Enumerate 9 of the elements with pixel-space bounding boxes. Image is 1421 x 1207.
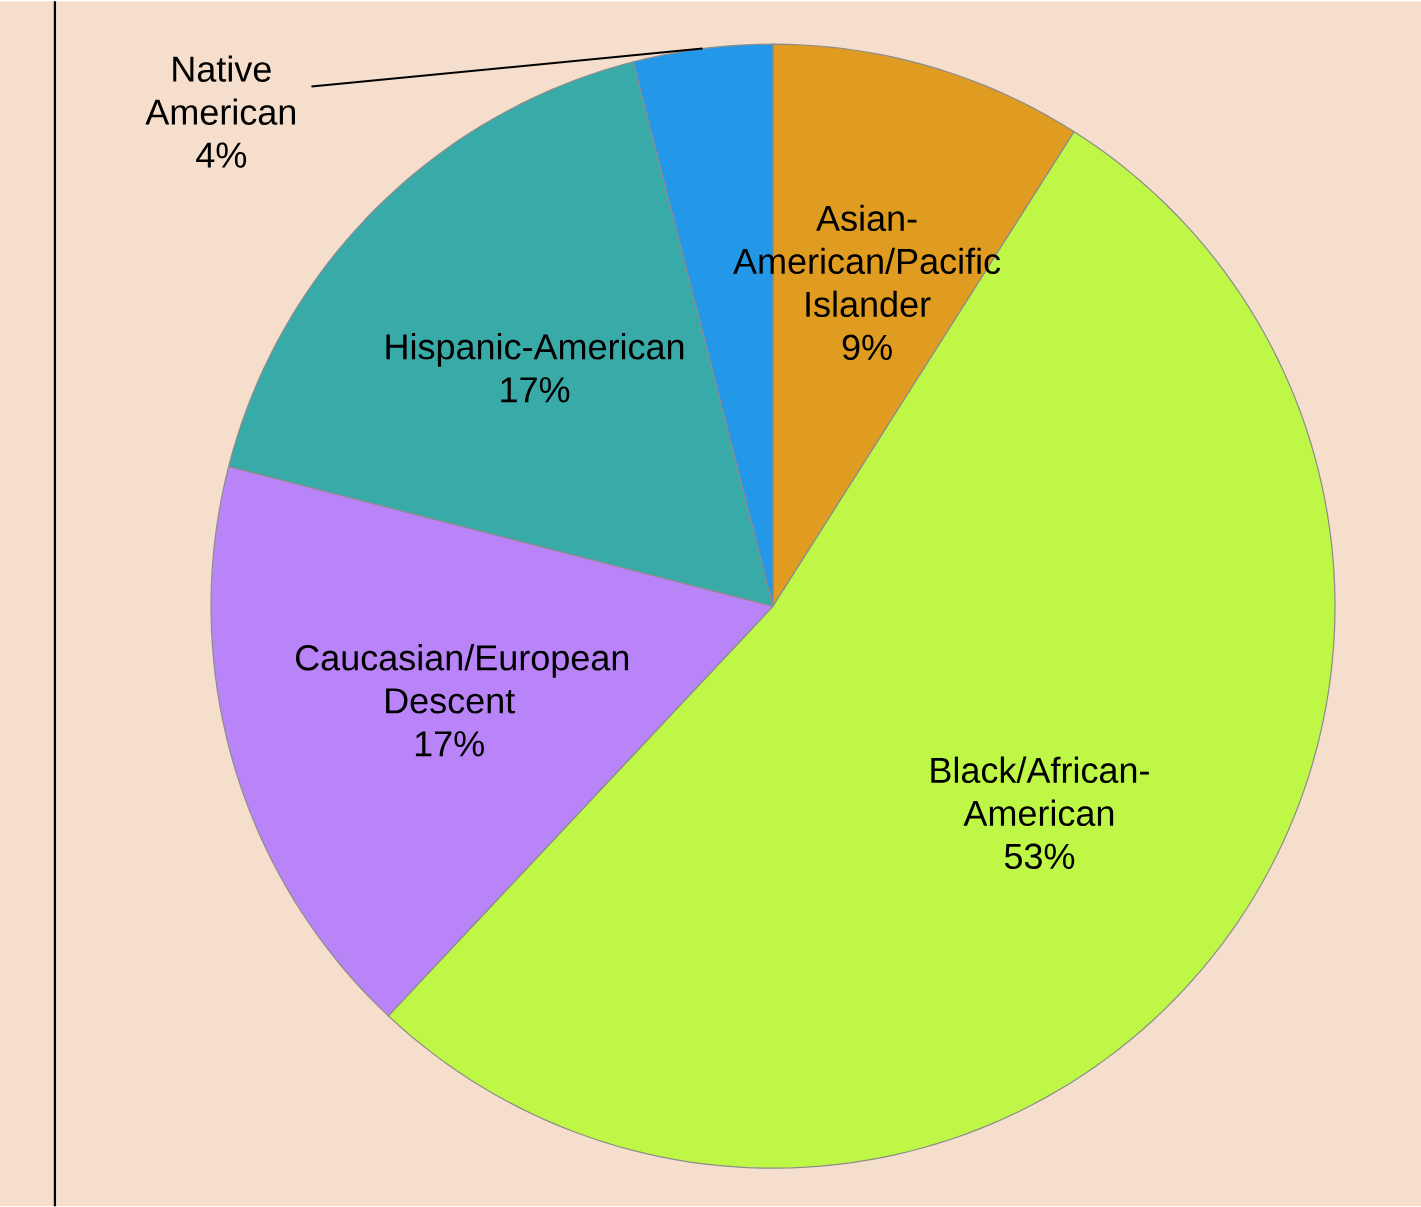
data-label: 4% — [196, 142, 247, 168]
data-label: 53% — [1004, 843, 1075, 869]
data-label: 9% — [842, 334, 892, 360]
data-label: 17% — [501, 376, 570, 403]
slice-label: Black/African-American — [931, 756, 1149, 826]
data-label: 17% — [415, 731, 484, 757]
slice-label: Native American — [145, 55, 296, 125]
slice-label: Caucasian/European Descent — [296, 643, 629, 714]
slice-label: Hispanic-American — [386, 332, 684, 367]
